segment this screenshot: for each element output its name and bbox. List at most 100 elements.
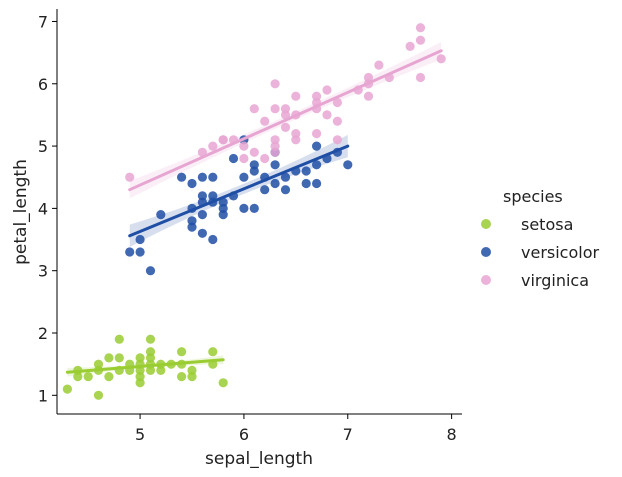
regression-line-virginica: [128, 49, 443, 192]
legend-label-virginica: virginica: [521, 271, 589, 290]
point-versicolor: [197, 191, 207, 201]
point-versicolor: [301, 166, 311, 176]
point-versicolor: [228, 153, 239, 164]
point-versicolor: [239, 203, 249, 213]
point-virginica: [312, 91, 322, 101]
x-axis-ticks: 5 6 7 8: [135, 414, 457, 444]
data-points: [62, 23, 446, 400]
y-tick-label: 4: [38, 199, 48, 218]
point-virginica: [322, 85, 332, 95]
legend-label-versicolor: versicolor: [521, 243, 599, 262]
point-virginica: [280, 122, 291, 132]
y-axis-ticks: 1 2 3 4 5 6 7: [38, 12, 57, 405]
x-tick-label: 6: [239, 425, 249, 444]
point-virginica: [415, 35, 426, 45]
point-virginica: [239, 141, 249, 151]
point-virginica: [332, 116, 342, 126]
point-versicolor: [208, 191, 218, 201]
point-virginica: [312, 129, 322, 139]
point-setosa: [177, 347, 187, 357]
regression-lines: [65, 49, 443, 374]
point-setosa: [104, 372, 114, 382]
legend-marker-versicolor: [481, 247, 491, 257]
point-versicolor: [177, 172, 187, 182]
point-versicolor: [280, 185, 291, 195]
x-tick-label: 5: [135, 425, 145, 444]
y-tick-label: 6: [38, 75, 48, 94]
point-virginica: [125, 172, 135, 182]
point-versicolor: [312, 160, 322, 170]
point-virginica: [270, 104, 280, 114]
point-versicolor: [270, 178, 280, 189]
point-versicolor: [135, 234, 145, 245]
x-tick-label: 7: [343, 425, 353, 444]
point-setosa: [114, 353, 124, 363]
point-setosa: [93, 390, 104, 400]
y-tick-label: 1: [38, 386, 48, 405]
point-virginica: [405, 41, 415, 52]
point-virginica: [415, 23, 426, 33]
point-virginica: [218, 135, 228, 145]
legend-title: species: [503, 187, 563, 206]
point-virginica: [270, 141, 280, 151]
point-virginica: [249, 147, 259, 157]
point-virginica: [415, 72, 426, 83]
point-virginica: [363, 91, 374, 101]
x-axis-label: sepal_length: [205, 449, 313, 469]
point-versicolor: [260, 185, 270, 195]
point-setosa: [145, 353, 156, 363]
regression-line-versicolor: [128, 144, 350, 238]
y-tick-label: 2: [38, 324, 48, 343]
legend-label-setosa: setosa: [521, 215, 573, 234]
point-versicolor: [239, 172, 249, 182]
point-versicolor: [301, 178, 311, 189]
point-versicolor: [218, 197, 228, 207]
point-setosa: [93, 359, 104, 369]
point-versicolor: [135, 247, 145, 257]
point-versicolor: [156, 210, 166, 220]
point-versicolor: [187, 178, 197, 189]
point-versicolor: [145, 266, 156, 276]
point-virginica: [332, 97, 342, 108]
point-versicolor: [280, 172, 291, 182]
point-virginica: [280, 104, 291, 114]
point-versicolor: [197, 228, 207, 238]
y-tick-label: 3: [38, 262, 48, 281]
point-setosa: [208, 347, 218, 357]
point-virginica: [436, 54, 446, 64]
point-virginica: [270, 79, 280, 89]
point-setosa: [83, 372, 93, 382]
point-versicolor: [125, 247, 135, 257]
point-setosa: [114, 334, 124, 344]
legend: species setosa versicolor virginica: [481, 187, 599, 290]
point-versicolor: [208, 234, 218, 245]
point-versicolor: [270, 160, 280, 170]
point-virginica: [270, 135, 280, 145]
point-versicolor: [187, 222, 197, 232]
legend-marker-setosa: [481, 219, 491, 229]
point-versicolor: [312, 141, 322, 151]
point-versicolor: [312, 178, 322, 189]
point-versicolor: [197, 210, 207, 220]
point-setosa: [135, 353, 145, 363]
point-virginica: [322, 110, 332, 120]
point-setosa: [187, 365, 197, 375]
point-setosa: [218, 378, 228, 388]
point-versicolor: [187, 216, 197, 226]
point-virginica: [291, 91, 301, 101]
point-setosa: [62, 384, 72, 394]
point-versicolor: [249, 160, 259, 170]
y-tick-label: 7: [38, 12, 48, 31]
legend-marker-virginica: [481, 275, 491, 285]
point-virginica: [363, 72, 374, 83]
point-versicolor: [208, 172, 218, 182]
point-setosa: [104, 353, 114, 363]
point-virginica: [291, 129, 301, 139]
point-virginica: [260, 116, 270, 126]
point-virginica: [208, 141, 218, 151]
point-versicolor: [343, 160, 353, 170]
point-setosa: [177, 372, 187, 382]
point-setosa: [145, 334, 156, 344]
point-virginica: [332, 135, 342, 145]
